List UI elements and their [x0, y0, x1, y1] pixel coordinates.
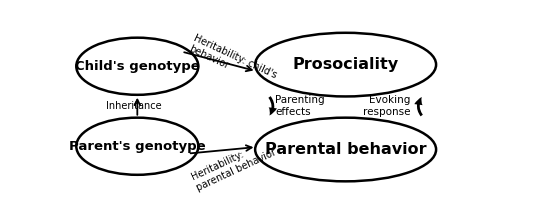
- Text: Child's genotype: Child's genotype: [75, 60, 200, 73]
- Text: Parental behavior: Parental behavior: [265, 142, 426, 157]
- Text: Heritability: child's
behavior: Heritability: child's behavior: [187, 33, 279, 91]
- Text: Inheritance: Inheritance: [106, 101, 161, 111]
- Text: Parent's genotype: Parent's genotype: [69, 140, 206, 153]
- Text: Prosociality: Prosociality: [293, 57, 399, 72]
- FancyArrowPatch shape: [414, 97, 423, 116]
- FancyArrowPatch shape: [268, 96, 277, 116]
- Text: Evoking
response: Evoking response: [363, 95, 411, 117]
- Text: Heritability:
parental behavior: Heritability: parental behavior: [190, 137, 278, 193]
- Text: Parenting
effects: Parenting effects: [275, 95, 325, 117]
